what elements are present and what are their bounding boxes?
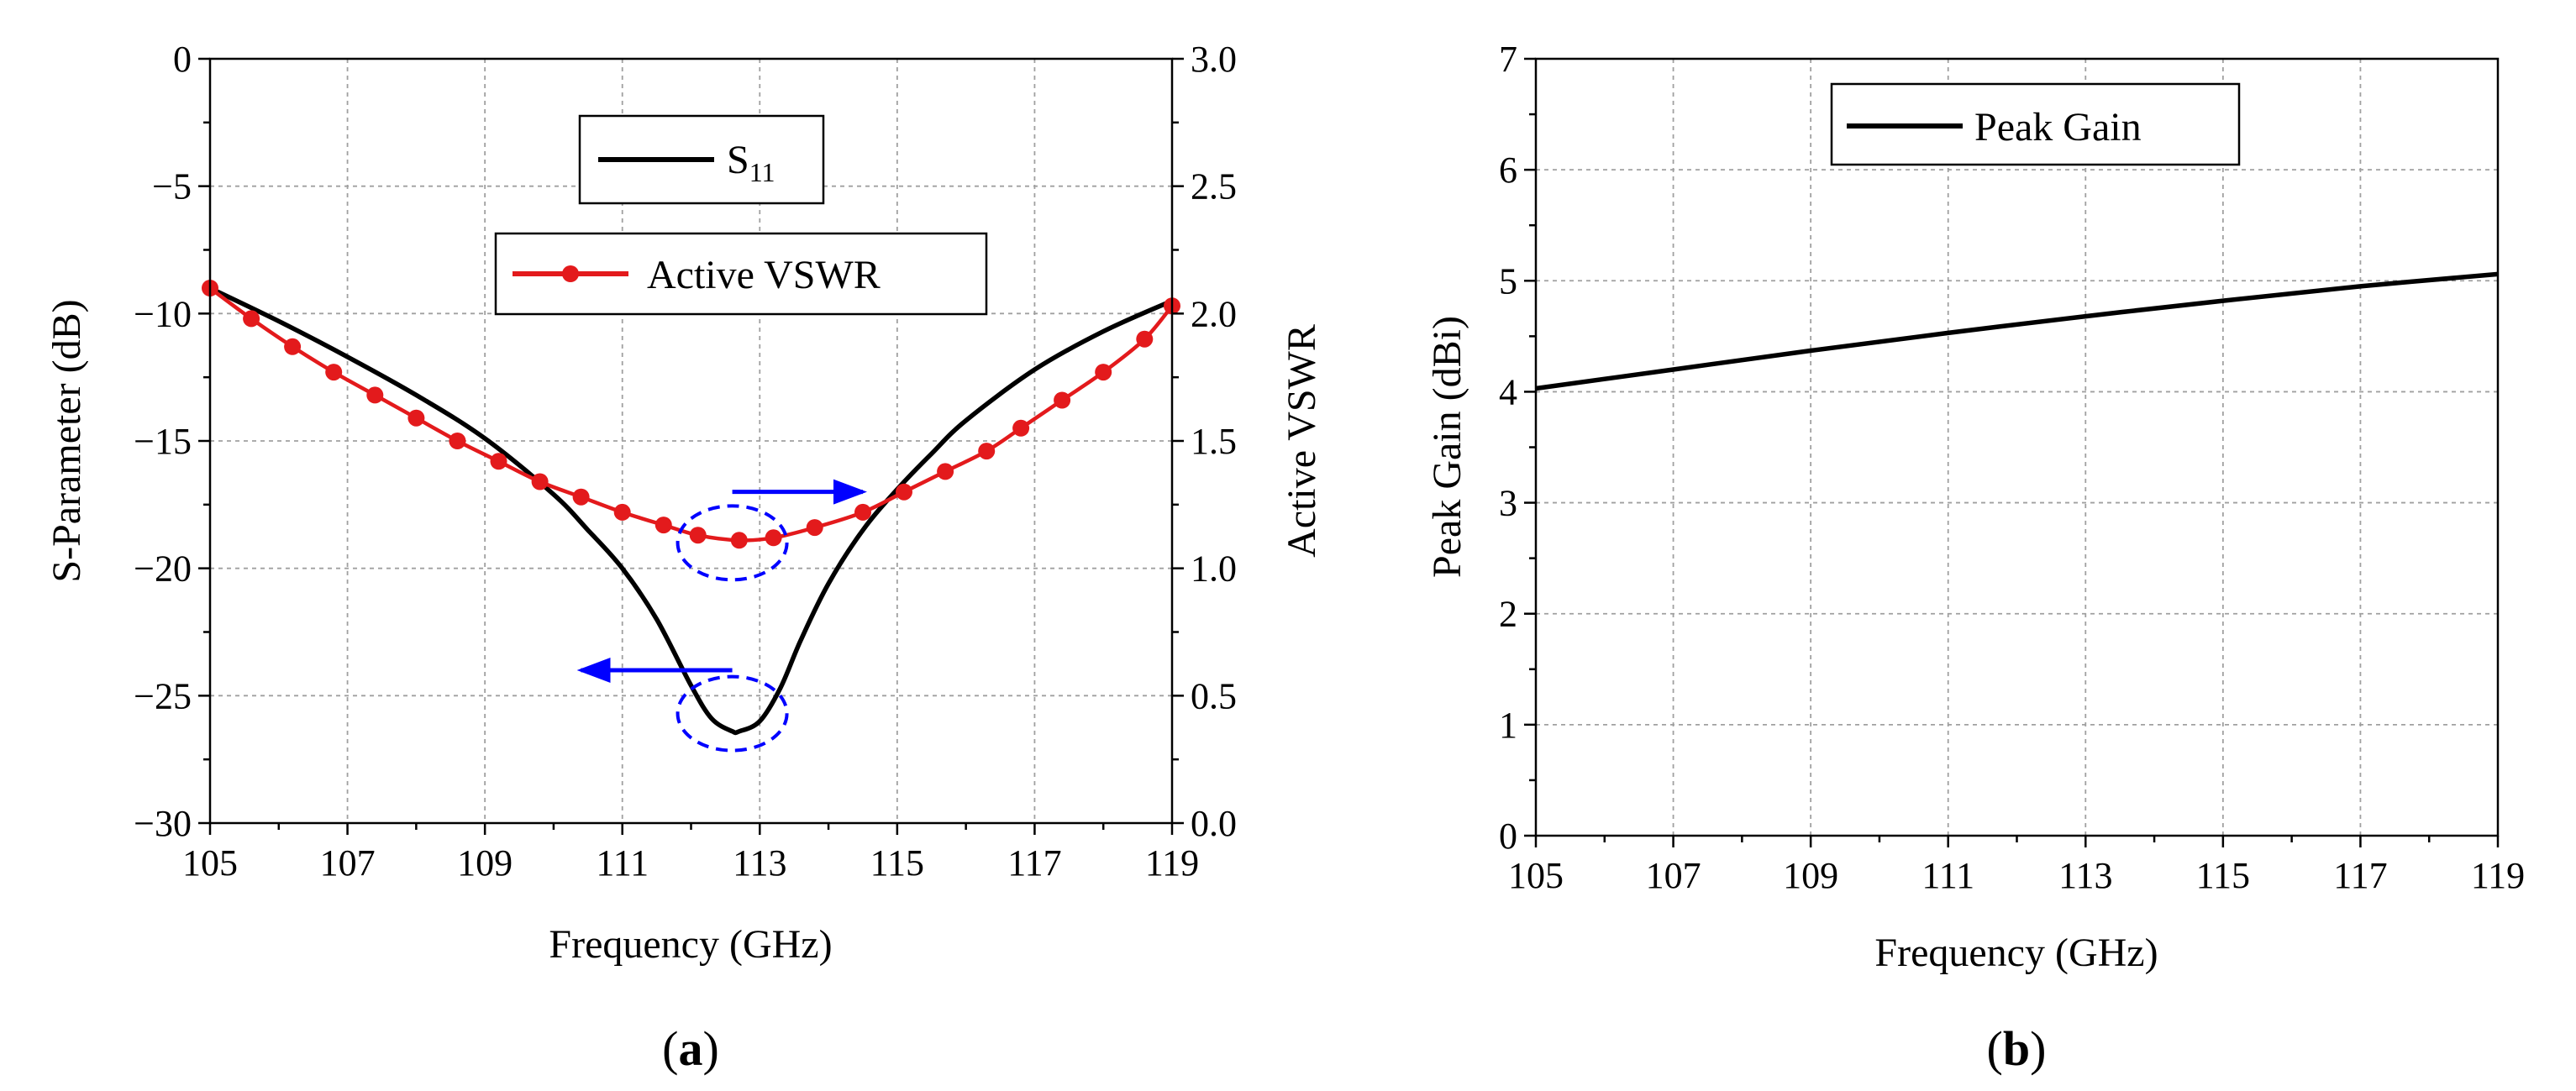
b-grid: [1536, 59, 2498, 836]
a-legend-marker-vswr: [562, 265, 579, 282]
b-y-tick-label: 5: [1499, 260, 1517, 302]
a-x-tick-label: 115: [870, 842, 924, 884]
a-y-tick-label: −30: [134, 803, 192, 844]
a-y-tick-label: −5: [152, 166, 192, 207]
b-y-tick-label: 2: [1499, 594, 1517, 635]
a-series-point-active-vswr: [896, 483, 912, 501]
a-y2-axis-label: Active VSWR: [1280, 324, 1324, 558]
a-ticks: 105 107 109 111 113 115 117 119 0 −5 −10 −15 −20 −25 −…: [134, 39, 1237, 884]
b-y-tick-label: 4: [1499, 371, 1517, 412]
a-y2-tick-label: 3.0: [1191, 39, 1237, 80]
a-y2-tick-label: 1.0: [1191, 548, 1237, 590]
a-legend: S11 Active VSWR: [494, 114, 988, 316]
a-caption-close: ): [703, 1021, 719, 1076]
a-legend-box-vswr: [494, 232, 988, 316]
b-plot-frame: [1534, 57, 2500, 837]
b-x-tick-label: 111: [1921, 855, 1974, 896]
a-series-point-active-vswr: [366, 386, 384, 404]
b-y-tick-label: 1: [1499, 705, 1517, 746]
a-x-tick-label: 119: [1145, 842, 1199, 884]
b-series-line-peak-gain: [1535, 271, 2499, 391]
a-caption: (a): [662, 1021, 719, 1076]
a-x-tick-label: 117: [1007, 842, 1061, 884]
a-x-tick-label: 109: [457, 842, 513, 884]
b-caption-close: ): [2030, 1021, 2046, 1076]
b-legend-label: Peak Gain: [1974, 105, 2142, 149]
b-y-axis-label: Peak Gain (dBi): [1425, 316, 1469, 578]
a-y-tick-label: −10: [134, 293, 192, 334]
b-legend: Peak Gain: [1830, 82, 2241, 166]
b-x-tick-label: 109: [1783, 855, 1838, 896]
b-x-tick-label: 119: [2471, 855, 2525, 896]
a-series-point-active-vswr: [1095, 364, 1112, 381]
a-series-point-active-vswr: [243, 310, 260, 328]
b-x-tick-label: 115: [2196, 855, 2250, 896]
b-x-tick-label: 117: [2333, 855, 2387, 896]
a-series-point-active-vswr: [978, 443, 996, 460]
b-y-tick-label: 0: [1499, 816, 1517, 857]
a-series-point-active-vswr: [854, 503, 871, 521]
a-y2-tick-label: 1.5: [1191, 421, 1237, 462]
b-x-tick-label: 107: [1646, 855, 1701, 896]
a-y2-tick-label: 0.5: [1191, 675, 1237, 716]
a-series-point-active-vswr: [1012, 419, 1030, 437]
a-series-line-s11: [208, 286, 1174, 736]
panel-b: 105 107 109 111 113 115 117 119 7 6 5 4 3 2 1 0 Frequen…: [1425, 39, 2525, 1076]
a-series-point-active-vswr: [531, 473, 549, 490]
a-series-point-active-vswr: [490, 453, 507, 470]
a-series-point-active-vswr: [1054, 391, 1071, 409]
panel-a: 105 107 109 111 113 115 117 119 0 −5 −10 −15 −20 −25 −…: [45, 39, 1324, 1076]
b-x-tick-label: 113: [2058, 855, 2112, 896]
a-series-line-active-vswr: [208, 286, 1174, 543]
a-series-point-active-vswr: [325, 364, 343, 381]
b-y-tick-label: 3: [1499, 483, 1517, 524]
a-series-point-active-vswr: [572, 488, 590, 506]
a-series-point-active-vswr: [449, 433, 466, 449]
a-y-tick-label: 0: [173, 39, 192, 80]
a-x-axis-label: Frequency (GHz): [549, 922, 832, 967]
a-legend-label-vswr: Active VSWR: [647, 253, 881, 297]
a-series-point-active-vswr: [937, 463, 954, 480]
b-caption-letter: b: [2003, 1021, 2030, 1076]
a-series-point-active-vswr: [765, 529, 782, 547]
a-annotation-ellipse: [676, 674, 789, 753]
a-x-tick-label: 107: [320, 842, 376, 884]
a-series-point-active-vswr: [613, 503, 631, 521]
b-ticks: 105 107 109 111 113 115 117 119 7 6 5 4 3 2 1 0: [1499, 39, 2525, 896]
a-x-tick-label: 113: [733, 842, 786, 884]
a-legend-name-s11: S: [727, 138, 749, 182]
b-caption: (b): [1987, 1021, 2047, 1076]
a-series-point-active-vswr: [284, 338, 302, 355]
a-x-tick-label: 111: [596, 842, 649, 884]
a-y-tick-label: −20: [134, 548, 192, 590]
b-y-tick-label: 6: [1499, 149, 1517, 191]
a-y2-tick-label: 0.0: [1191, 803, 1237, 844]
a-series-point-active-vswr: [655, 517, 672, 534]
a-caption-letter: a: [679, 1021, 703, 1076]
a-series-point-active-vswr: [730, 532, 748, 549]
a-y-axis-label: S-Parameter (dB): [45, 299, 89, 582]
a-series-point-active-vswr: [806, 519, 823, 537]
b-series: [1535, 271, 2499, 391]
a-series-point-active-vswr: [407, 409, 425, 427]
a-series-point-active-vswr: [689, 527, 707, 544]
a-y2-tick-label: 2.5: [1191, 166, 1237, 207]
a-legend-label-s11: S11: [727, 138, 775, 187]
a-y2-tick-label: 2.0: [1191, 293, 1237, 334]
a-x-tick-label: 105: [182, 842, 238, 884]
b-caption-open: (: [1987, 1021, 2003, 1076]
a-annotation-ellipse: [676, 504, 789, 582]
a-series: [202, 280, 1180, 736]
a-y-tick-label: −15: [134, 421, 192, 462]
a-legend-subscript-s11: 11: [749, 157, 775, 187]
a-caption-open: (: [662, 1021, 678, 1076]
a-y-tick-label: −25: [134, 675, 192, 716]
b-x-tick-label: 105: [1508, 855, 1564, 896]
a-series-point-active-vswr: [1136, 330, 1154, 348]
b-x-axis-label: Frequency (GHz): [1874, 931, 2158, 975]
b-y-tick-label: 7: [1499, 39, 1517, 80]
a-annotations: [576, 479, 867, 753]
